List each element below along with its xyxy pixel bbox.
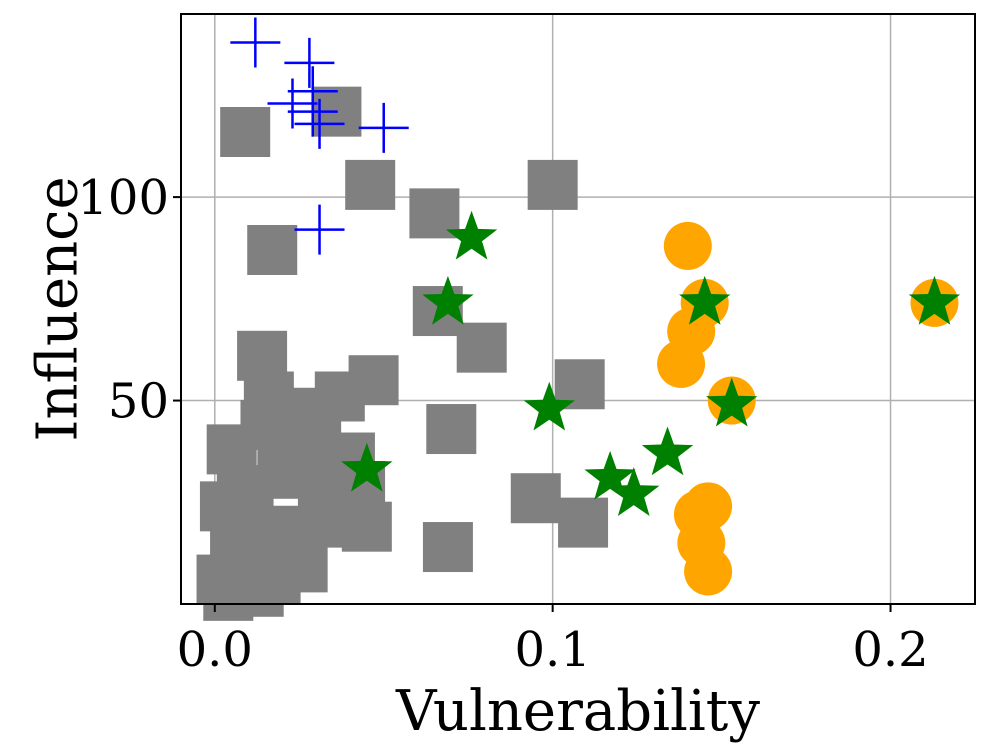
star-marker xyxy=(584,450,636,500)
data-points xyxy=(196,17,961,621)
star-marker xyxy=(641,426,694,476)
star-marker xyxy=(706,377,758,427)
square-marker xyxy=(341,501,392,552)
circle-marker xyxy=(657,339,706,388)
square-marker xyxy=(456,322,507,373)
plus-marker xyxy=(294,98,345,149)
y-axis-label: Influence xyxy=(26,176,91,441)
circle-marker xyxy=(663,221,712,270)
plus-marker xyxy=(287,86,338,137)
y-tick-label: 50 xyxy=(108,374,169,430)
star-marker xyxy=(445,210,498,260)
square-marker xyxy=(558,497,609,548)
square-marker xyxy=(426,404,477,455)
x-axis-label: Vulnerability xyxy=(395,679,760,744)
star-marker xyxy=(608,467,660,516)
star-marker xyxy=(908,275,961,325)
x-tick-label: 0.0 xyxy=(177,622,253,678)
plus-marker xyxy=(358,102,409,153)
square-marker xyxy=(422,522,473,573)
star-marker xyxy=(422,275,474,325)
square-marker xyxy=(510,473,561,524)
circle-marker xyxy=(684,547,733,596)
square-marker xyxy=(233,566,284,617)
square-marker xyxy=(527,159,578,210)
x-tick-label: 0.1 xyxy=(514,622,590,678)
plus-marker xyxy=(294,204,345,255)
square-marker xyxy=(345,159,396,210)
star-marker xyxy=(341,442,393,492)
plus-marker xyxy=(230,17,281,68)
plot-frame xyxy=(180,13,976,605)
plus-marker xyxy=(284,37,335,88)
y-tick-label: 100 xyxy=(77,170,169,226)
plus-marker xyxy=(267,78,318,129)
star-marker xyxy=(523,381,575,431)
x-tick-label: 0.2 xyxy=(852,622,928,678)
square-marker xyxy=(220,107,271,157)
star-marker xyxy=(679,275,731,325)
square-marker xyxy=(247,225,298,275)
tick-labels: 0.0 0.1 0.2 50 100 xyxy=(77,170,928,678)
